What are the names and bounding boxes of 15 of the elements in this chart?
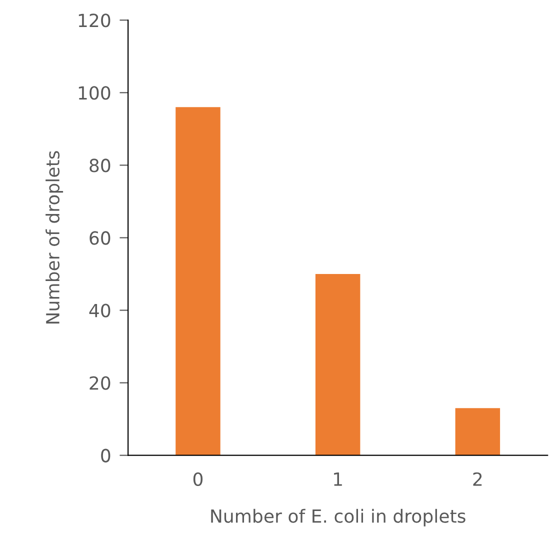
y-tick-label: 80 xyxy=(90,158,110,172)
bar xyxy=(315,274,360,456)
x-tick-label: 0 xyxy=(193,472,203,486)
y-tick-label: 120 xyxy=(78,14,110,28)
y-tick-label: 40 xyxy=(89,304,110,318)
y-tick-label: 60 xyxy=(90,231,110,245)
y-tick-label: 100 xyxy=(78,86,110,100)
x-axis-title: Number of E. coli in droplets xyxy=(211,508,466,526)
y-tick-label: 0 xyxy=(101,448,110,462)
bar xyxy=(176,107,220,456)
bar xyxy=(455,408,500,456)
x-tick-label: 1 xyxy=(334,472,342,486)
y-tick-label: 20 xyxy=(90,376,110,390)
x-tick-label: 2 xyxy=(473,472,482,486)
y-axis-title: Number of droplets xyxy=(46,151,64,324)
